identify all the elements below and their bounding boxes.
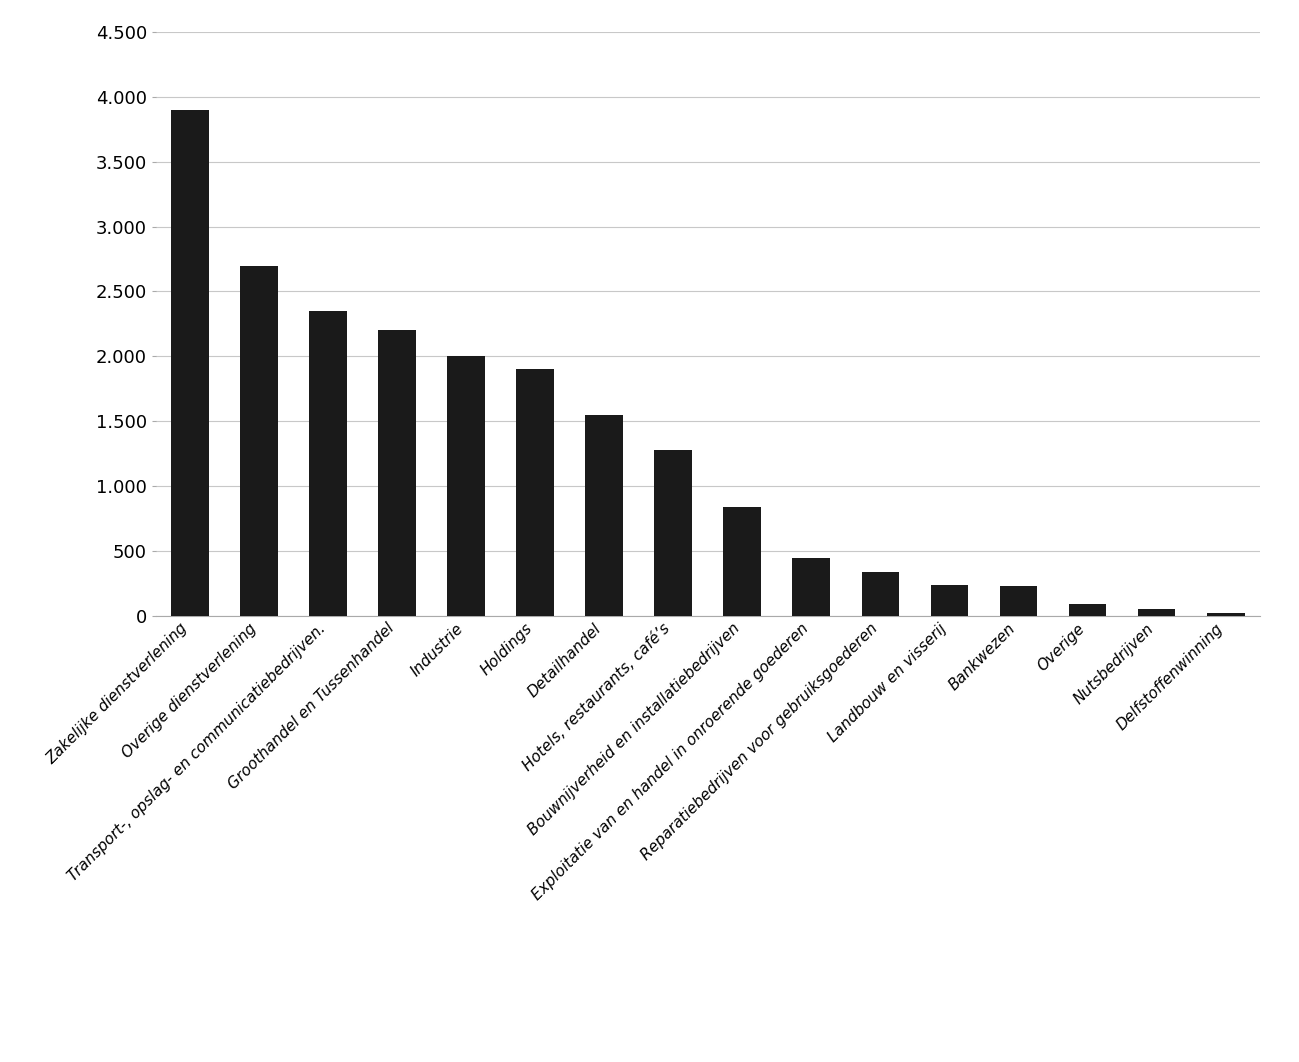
Bar	[1069, 604, 1107, 616]
Bar	[447, 357, 486, 616]
Bar	[309, 311, 347, 616]
Bar	[724, 507, 761, 616]
Bar	[378, 330, 417, 616]
Bar	[792, 558, 830, 616]
Bar	[517, 370, 555, 616]
Bar	[861, 571, 899, 616]
Bar	[930, 585, 969, 616]
Bar	[171, 109, 209, 616]
Bar	[586, 415, 624, 616]
Bar	[1207, 613, 1244, 616]
Bar	[1138, 609, 1176, 616]
Bar	[999, 586, 1038, 616]
Bar	[240, 266, 278, 616]
Bar	[655, 450, 692, 616]
